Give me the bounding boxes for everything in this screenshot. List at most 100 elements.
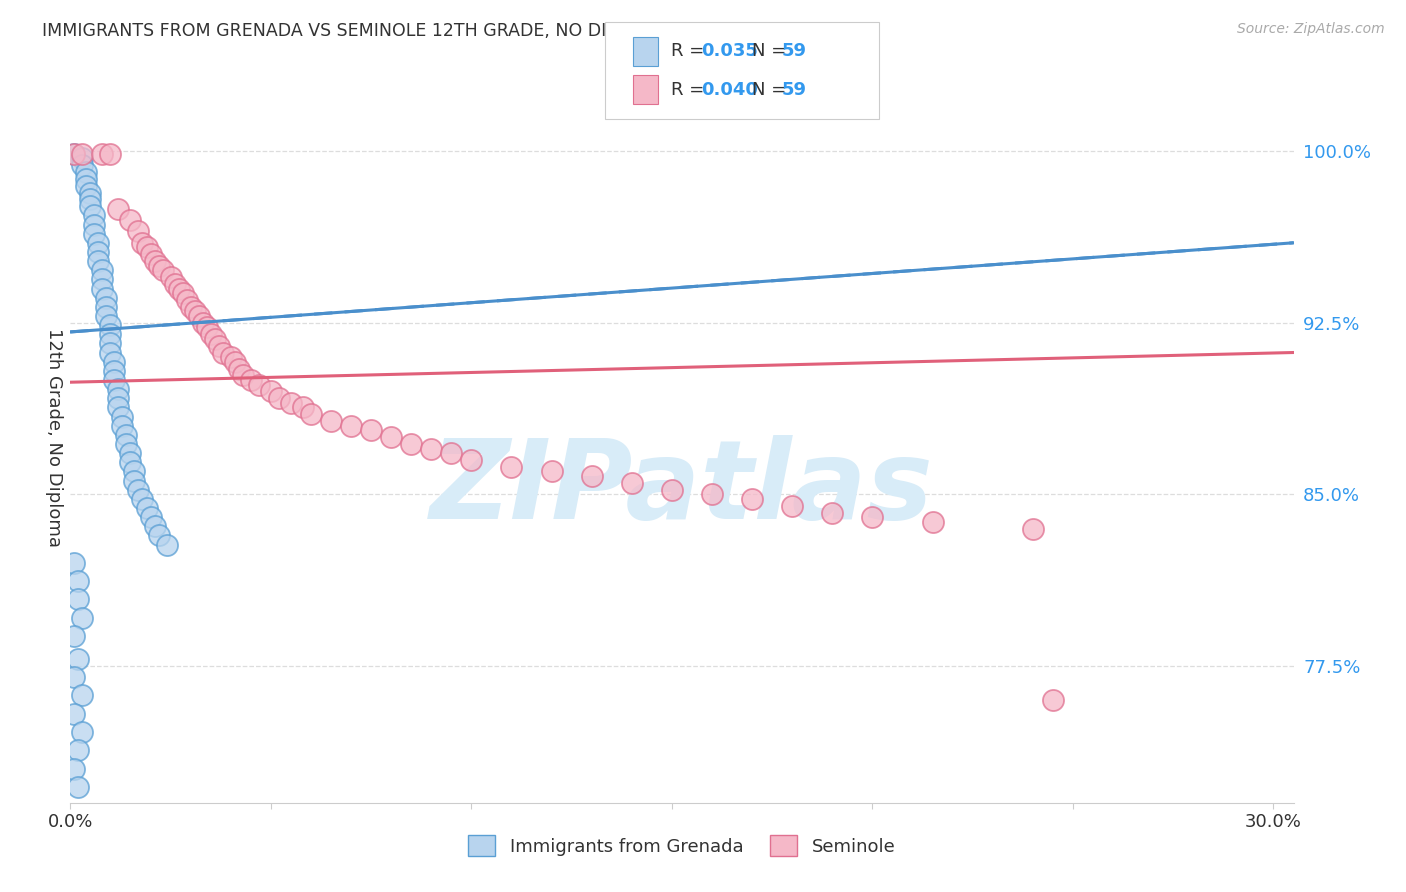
Point [72,151,94,165]
Text: 59: 59 [782,80,807,99]
Point [780,499,803,513]
Point [67,743,90,757]
Point [340,418,363,433]
Point [139,510,162,524]
Point [79,186,101,200]
Point [163,277,186,291]
Point [67,780,90,794]
Point [107,382,129,396]
Point [111,418,134,433]
Point [239,373,262,387]
Point [100,327,122,342]
Point [228,361,250,376]
Point [280,396,302,410]
Point [87,254,110,268]
Point [581,469,603,483]
Point [291,401,314,415]
Text: R =: R = [671,42,710,61]
Point [72,158,94,172]
Point [103,364,125,378]
Point [204,332,226,346]
Point [83,218,105,232]
Point [131,235,153,250]
Point [96,300,118,314]
Point [115,427,138,442]
Point [63,762,86,776]
Point [219,350,242,364]
Point [148,528,170,542]
Point [91,272,114,286]
Legend: Immigrants from Grenada, Seminole: Immigrants from Grenada, Seminole [461,828,903,863]
Point [159,270,181,285]
Point [299,407,322,421]
Point [124,474,146,488]
Point [501,459,523,474]
Point [124,464,146,478]
Point [139,247,162,261]
Point [440,446,463,460]
Point [96,309,118,323]
Point [247,377,270,392]
Point [115,437,138,451]
Point [152,263,174,277]
Point [120,446,142,460]
Point [72,725,94,739]
Point [120,455,142,469]
Point [460,453,482,467]
Point [83,208,105,222]
Point [72,610,94,624]
Point [183,304,205,318]
Point [1022,521,1045,535]
Point [111,409,134,424]
Text: N =: N = [752,80,792,99]
Point [79,192,101,206]
Point [399,437,422,451]
Point [540,464,562,478]
Point [75,171,97,186]
Point [143,254,166,268]
Point [860,510,883,524]
Point [75,178,97,193]
Point [267,391,290,405]
Point [91,146,114,161]
Point [63,629,86,643]
Point [83,227,105,241]
Point [180,300,202,314]
Point [127,483,149,497]
Point [72,146,94,161]
Text: IMMIGRANTS FROM GRENADA VS SEMINOLE 12TH GRADE, NO DIPLOMA CORRELATION CHART: IMMIGRANTS FROM GRENADA VS SEMINOLE 12TH… [42,22,860,40]
Point [741,491,763,506]
Point [921,515,943,529]
Point [1042,693,1064,707]
Point [103,354,125,368]
Point [187,309,209,323]
Point [200,327,222,342]
Point [155,537,177,551]
Point [91,263,114,277]
Point [172,286,194,301]
Point [232,368,254,383]
Point [63,556,86,570]
Point [91,281,114,295]
Point [135,500,157,515]
Point [195,320,218,334]
Point [103,373,125,387]
Point [63,706,86,721]
Point [131,491,153,506]
Point [72,689,94,703]
Text: N =: N = [752,42,792,61]
Text: 0.040: 0.040 [702,80,758,99]
Point [208,338,231,352]
Point [120,213,142,227]
Point [211,345,233,359]
Point [96,291,118,305]
Point [87,235,110,250]
Point [63,670,86,684]
Y-axis label: 12th Grade, No Diploma: 12th Grade, No Diploma [45,327,63,547]
Point [135,240,157,254]
Point [107,202,129,216]
Point [700,487,723,501]
Point [661,483,683,497]
Point [100,318,122,332]
Point [100,146,122,161]
